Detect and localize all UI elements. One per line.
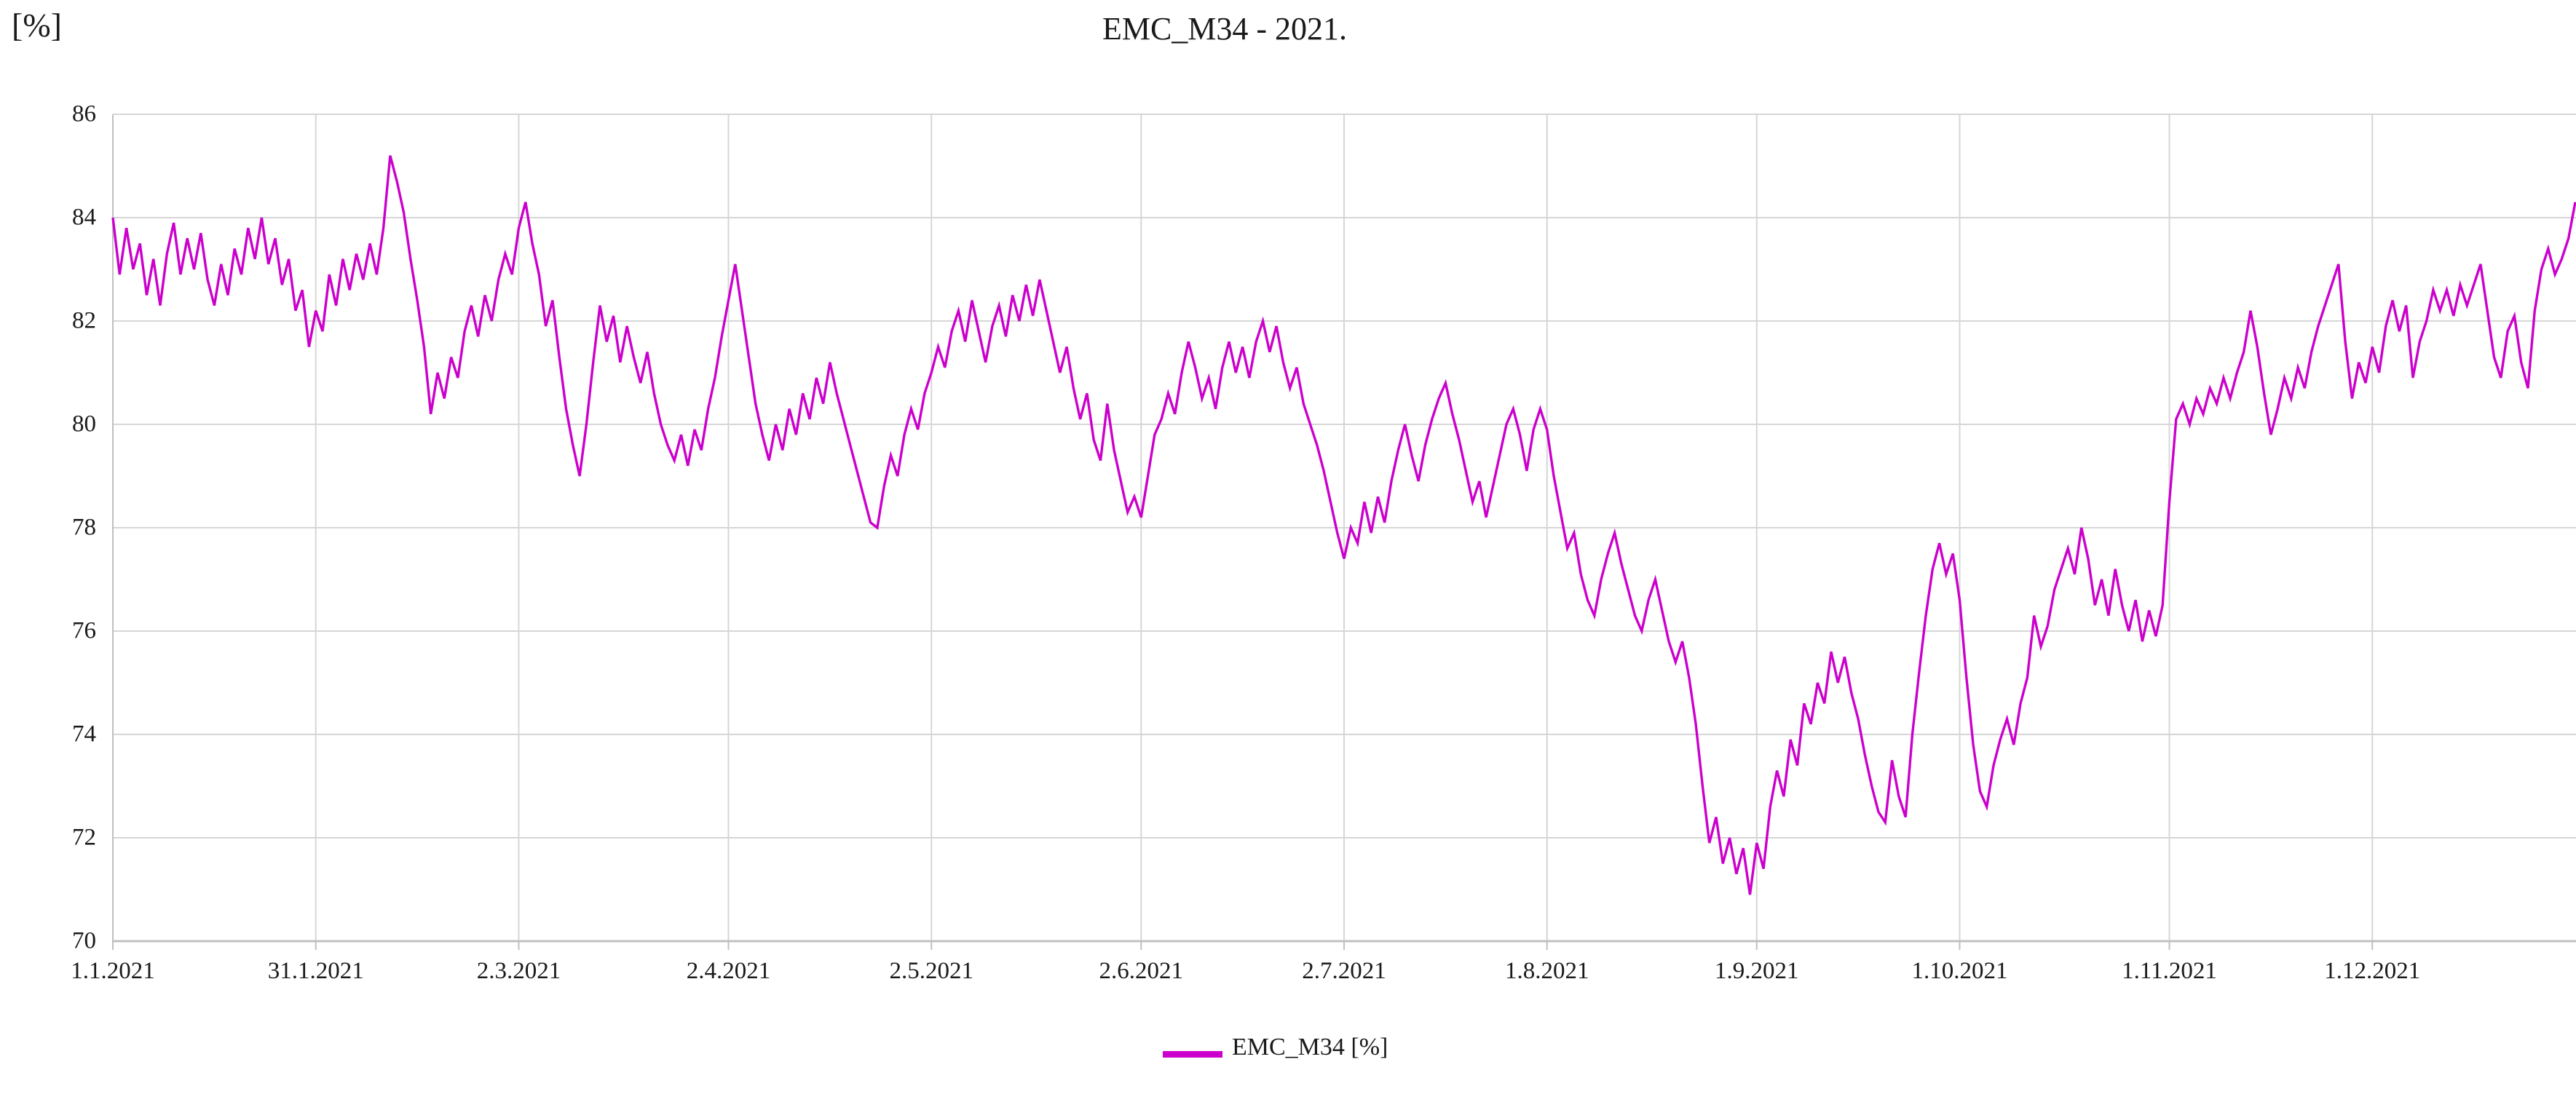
legend: EMC_M34 [%] <box>0 1034 2576 1077</box>
y-tick-label: 84 <box>72 204 96 231</box>
y-axis-unit-label: [%] <box>12 7 62 44</box>
x-tick-label: 1.12.2021 <box>2324 958 2421 984</box>
x-tick-label: 1.9.2021 <box>1715 958 1799 984</box>
y-tick-label: 70 <box>72 927 96 954</box>
x-tick-label: 2.6.2021 <box>1099 958 1184 984</box>
x-tick-label: 31.1.2021 <box>267 958 364 984</box>
legend-series-label: EMC_M34 [%] <box>1232 1034 1388 1061</box>
chart-title: EMC_M34 - 2021. <box>1102 11 1348 47</box>
x-tick-label: 1.8.2021 <box>1504 958 1589 984</box>
y-tick-label: 76 <box>72 617 96 644</box>
y-tick-label: 82 <box>72 307 96 334</box>
y-tick-label: 74 <box>72 721 96 748</box>
legend-line-swatch <box>1163 1051 1222 1058</box>
y-tick-label: 72 <box>72 824 96 851</box>
y-tick-label: 78 <box>72 514 96 541</box>
x-tick-label: 1.10.2021 <box>1911 958 2008 984</box>
x-tick-label: 2.5.2021 <box>889 958 973 984</box>
x-tick-label: 2.4.2021 <box>686 958 771 984</box>
x-tick-label: 2.3.2021 <box>476 958 561 984</box>
x-tick-label: 1.11.2021 <box>2122 958 2217 984</box>
y-tick-label: 86 <box>72 100 96 127</box>
data-series-line <box>111 155 2576 895</box>
x-tick-label: 2.7.2021 <box>1302 958 1386 984</box>
y-tick-label: 80 <box>72 411 96 437</box>
x-tick-label: 1.1.2021 <box>71 958 155 984</box>
